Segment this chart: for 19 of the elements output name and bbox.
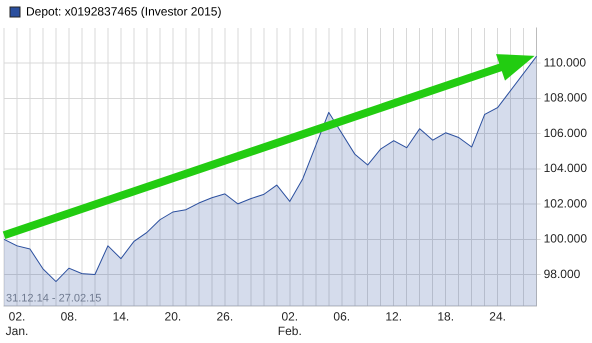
x-tick-label: 18. [437,310,454,324]
x-tick-label: 08. [60,310,78,324]
x-tick-label: 12. [385,310,402,324]
legend-label: Depot: x0192837465 (Investor 2015) [26,4,222,18]
x-tick-label: 02. Jan. [6,310,28,338]
y-tick-label: 106.000 [544,126,588,140]
x-tick-label: 26. [216,310,234,324]
y-tick-label: 98.000 [544,266,581,281]
annotation: 31.12.14 - 27.02.15 [6,292,102,305]
x-tick-label: 20. [164,310,182,324]
x-tick-label: 14. [112,310,130,324]
y-tick-label: 104.000 [544,161,588,176]
y-tick-label: 100.000 [544,232,588,246]
x-tick-label: 24. [489,310,506,324]
x-tick-label: 02. Feb. [278,310,302,338]
y-tick-label: 108.000 [544,90,588,105]
y-tick-label: 102.000 [544,196,588,210]
x-tick-label: 06. [333,310,350,324]
y-tick-label: 110.000 [544,56,586,70]
